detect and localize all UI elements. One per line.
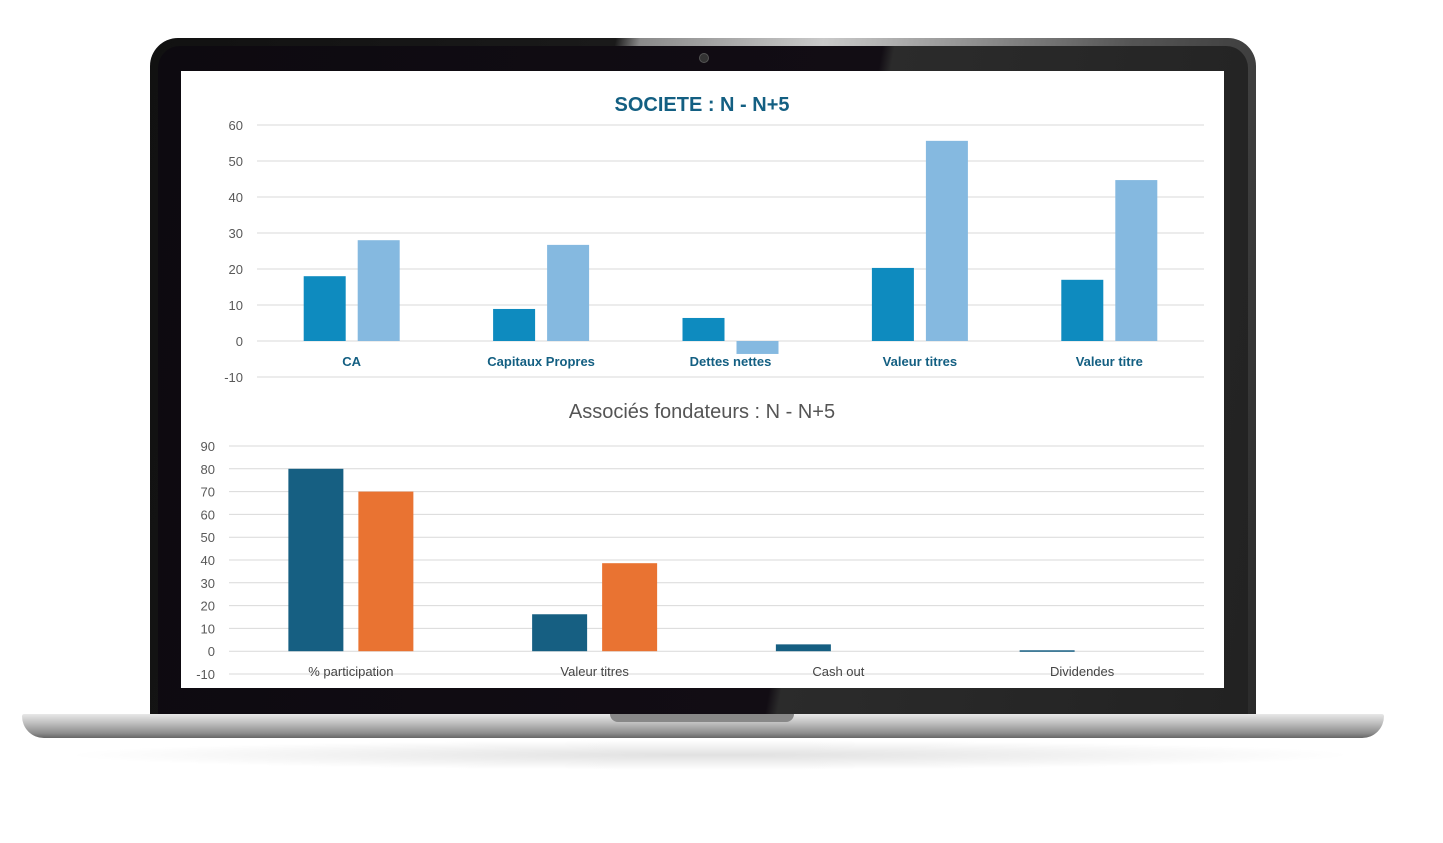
y-tick-label: 40 <box>201 553 215 568</box>
y-tick-label: 70 <box>201 485 215 500</box>
x-category-label: Valeur titre <box>1076 354 1143 369</box>
bar-nplus5 <box>736 341 779 354</box>
camera-icon <box>699 53 709 63</box>
bar-n <box>871 267 914 341</box>
chart-1: SOCIETE : N - N+5 -10 0 10 20 30 40 50 60 CA Capit… <box>224 94 1204 385</box>
bar-n <box>288 468 344 652</box>
x-category-label: Cash out <box>812 664 864 679</box>
x-category-label: Dettes nettes <box>690 354 772 369</box>
laptop-shadow <box>60 740 1360 770</box>
y-tick-label: 20 <box>201 599 215 614</box>
y-tick-label: 0 <box>208 644 215 659</box>
laptop-screen: SOCIETE : N - N+5 -10 0 10 20 30 40 50 60 CA Capit… <box>181 71 1224 688</box>
y-tick-label: 30 <box>229 226 243 241</box>
bar-n <box>775 644 831 652</box>
y-tick-label: 50 <box>229 154 243 169</box>
laptop-notch <box>610 714 794 722</box>
y-tick-label: 20 <box>229 262 243 277</box>
x-category-label: Valeur titres <box>883 354 957 369</box>
x-category-label: CA <box>342 354 361 369</box>
y-tick-label: 60 <box>229 118 243 133</box>
x-category-label: Dividendes <box>1050 664 1115 679</box>
bar-nplus5 <box>1115 180 1158 341</box>
y-tick-label: 10 <box>201 621 215 636</box>
y-tick-label: -10 <box>196 667 215 682</box>
y-tick-label: -10 <box>224 370 243 385</box>
bar-n <box>1061 279 1104 341</box>
x-category-label: Capitaux Propres <box>487 354 595 369</box>
bar-nplus5 <box>547 244 590 341</box>
bar-nplus5 <box>357 240 400 341</box>
x-category-label: % participation <box>308 664 393 679</box>
y-tick-label: 80 <box>201 462 215 477</box>
bar-n <box>532 614 588 652</box>
charts-canvas: SOCIETE : N - N+5 -10 0 10 20 30 40 50 60 CA Capit… <box>196 94 1204 682</box>
bar-nplus5 <box>925 140 968 341</box>
bar-n <box>303 276 346 341</box>
y-tick-label: 50 <box>201 530 215 545</box>
y-tick-label: 60 <box>201 507 215 522</box>
bar-n <box>682 317 725 341</box>
chart-2: Associés fondateurs : N - N+5 -10 0 10 20 30 4… <box>196 401 1204 682</box>
y-tick-label: 10 <box>229 298 243 313</box>
x-category-label: Valeur titres <box>560 664 629 679</box>
bar-nplus5 <box>358 491 414 652</box>
y-tick-label: 40 <box>229 190 243 205</box>
y-tick-label: 0 <box>236 334 243 349</box>
chart-title: SOCIETE : N - N+5 <box>614 94 789 116</box>
bar-n <box>1019 650 1075 652</box>
chart-title: Associés fondateurs : N - N+5 <box>569 401 835 423</box>
bar-n <box>493 308 536 341</box>
y-tick-label: 30 <box>201 576 215 591</box>
bar-nplus5 <box>602 563 658 652</box>
y-tick-label: 90 <box>201 439 215 454</box>
